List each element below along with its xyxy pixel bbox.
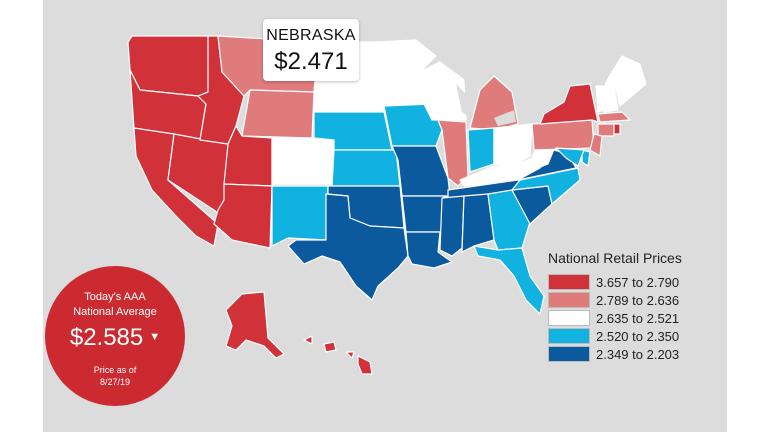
legend-item: 2.789 to 2.636	[548, 292, 728, 308]
state-il[interactable]	[437, 119, 469, 187]
state-de[interactable]	[581, 149, 591, 167]
state-nj[interactable]	[589, 133, 603, 157]
state-ny[interactable]	[539, 83, 599, 125]
legend-label: 2.789 to 2.636	[596, 292, 680, 308]
state-in[interactable]	[467, 127, 495, 173]
state-me[interactable]	[611, 55, 647, 107]
state-hi[interactable]	[303, 335, 373, 375]
state-wy[interactable]	[241, 89, 315, 139]
state-wa[interactable]	[127, 35, 213, 97]
price-asof-label: Price as of	[93, 365, 137, 375]
state-co[interactable]	[271, 137, 335, 185]
legend-title: National Retail Prices	[548, 250, 682, 266]
state-mo[interactable]	[391, 145, 451, 197]
state-ks[interactable]	[331, 149, 401, 187]
legend-swatch	[548, 292, 590, 308]
state-nc[interactable]	[511, 167, 581, 205]
state-wi[interactable]	[419, 61, 467, 121]
tooltip-price: $2.471	[274, 48, 348, 75]
legend-item: 2.520 to 2.350	[548, 328, 728, 344]
caret-down-icon[interactable]: ▼	[149, 330, 161, 343]
legend-swatch	[548, 274, 590, 290]
national-average-badge: Today's AAA National Average $2.585 ▼ Pri…	[45, 266, 185, 406]
price-legend: National Retail Prices 3.657 to 2.790 2.…	[548, 250, 728, 364]
state-ri[interactable]	[613, 123, 621, 135]
national-average-price: $2.585	[69, 324, 144, 351]
legend-label: 2.635 to 2.521	[596, 310, 680, 326]
state-fl[interactable]	[473, 245, 545, 315]
state-ar[interactable]	[401, 195, 445, 233]
state-ma[interactable]	[597, 111, 631, 123]
state-oh[interactable]	[493, 123, 533, 167]
legend-label: 2.520 to 2.350	[596, 328, 680, 344]
national-average-value: $2.585 ▼	[45, 324, 185, 352]
national-average-title-line2: National Average	[73, 306, 157, 318]
state-la[interactable]	[405, 231, 453, 269]
state-md[interactable]	[555, 147, 585, 167]
national-average-title-line1: Today's AAA	[84, 291, 146, 303]
state-tx[interactable]	[287, 193, 409, 301]
legend-item: 2.349 to 2.203	[548, 346, 728, 362]
legend-label: 2.349 to 2.203	[596, 346, 680, 362]
tooltip-state-name: NEBRASKA	[266, 27, 356, 44]
legend-swatch	[548, 328, 590, 344]
price-asof-date: 8/27/19	[99, 377, 131, 387]
state-tooltip: NEBRASKA $2.471	[263, 19, 359, 81]
state-nh[interactable]	[603, 71, 619, 113]
national-average-heading: Today's AAA National Average	[45, 290, 185, 320]
state-ct[interactable]	[597, 123, 615, 137]
state-sd[interactable]	[313, 75, 385, 113]
legend-label: 3.657 to 2.790	[596, 274, 680, 290]
legend-item: 2.635 to 2.521	[548, 310, 728, 326]
state-ak[interactable]	[225, 291, 285, 359]
state-al[interactable]	[461, 193, 495, 253]
legend-item: 3.657 to 2.790	[548, 274, 728, 290]
state-ms[interactable]	[439, 195, 465, 257]
price-date: Price as of 8/27/19	[45, 364, 185, 388]
legend-swatch	[548, 310, 590, 326]
great-lakes	[456, 84, 516, 126]
state-nm[interactable]	[271, 185, 329, 247]
legend-swatch	[548, 346, 590, 362]
